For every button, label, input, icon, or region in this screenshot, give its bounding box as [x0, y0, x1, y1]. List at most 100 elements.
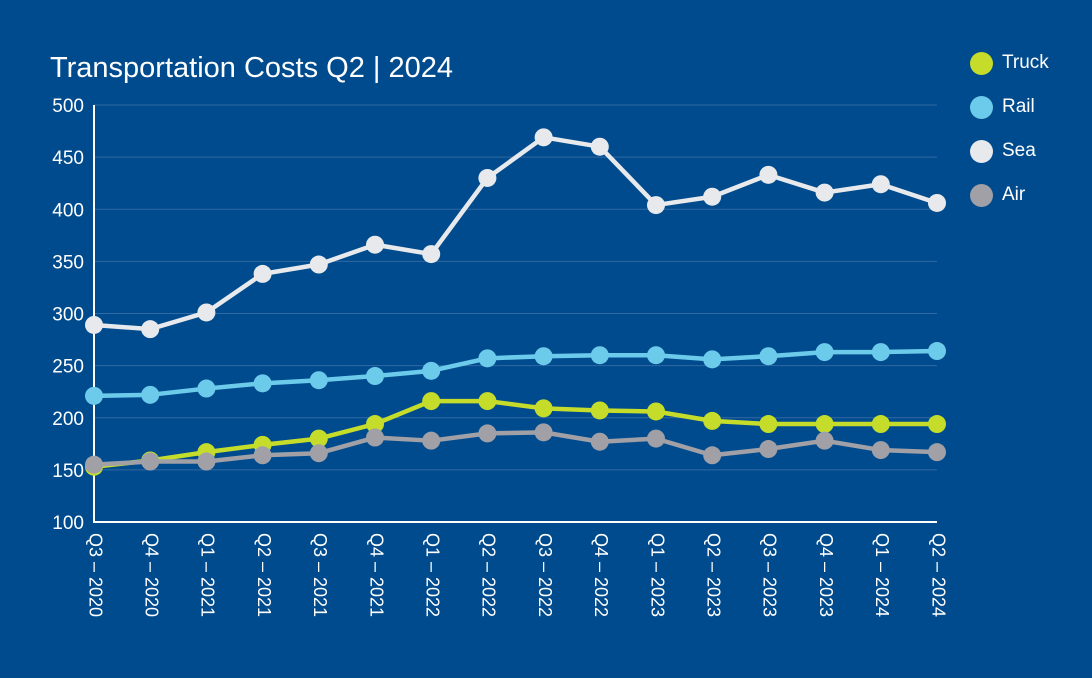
data-point-air [647, 429, 665, 448]
data-point-rail [871, 343, 890, 362]
x-tick-label: Q2 – 2021 [254, 533, 274, 617]
data-point-air [422, 431, 441, 450]
data-point-air [366, 428, 384, 447]
x-tick-label: Q3 – 2020 [85, 533, 105, 617]
legend-label-rail: Rail [1002, 96, 1035, 117]
legend-swatch-sea [970, 140, 993, 163]
data-point-truck [759, 415, 778, 434]
x-tick-label: Q1 – 2021 [198, 533, 218, 617]
data-point-truck [703, 411, 722, 430]
data-point-sea [815, 183, 834, 202]
data-point-rail [197, 379, 216, 398]
x-tick-label: Q1 – 2023 [647, 533, 667, 617]
x-tick-label: Q2 – 2023 [703, 533, 723, 617]
x-tick-label: Q4 – 2020 [141, 533, 161, 617]
data-point-sea [759, 165, 778, 184]
y-tick-label: 400 [52, 200, 84, 221]
data-point-rail [928, 342, 946, 361]
data-point-sea [647, 196, 665, 215]
data-point-sea [197, 303, 216, 322]
data-point-truck [309, 429, 328, 448]
data-point-sea [703, 187, 722, 206]
data-point-sea [590, 137, 609, 156]
x-tick-label: Q3 – 2022 [535, 533, 555, 617]
data-point-sea [422, 245, 441, 264]
data-point-sea [928, 193, 946, 212]
data-point-air [309, 444, 328, 463]
y-tick-label: 300 [52, 305, 84, 326]
y-tick-label: 350 [52, 252, 84, 273]
data-point-air [759, 440, 778, 459]
data-point-sea [253, 264, 272, 283]
data-point-sea [85, 315, 103, 334]
data-point-truck [928, 415, 946, 434]
series-line-air [91, 430, 940, 467]
data-point-rail [141, 385, 160, 404]
legend-label-truck: Truck [1002, 52, 1049, 73]
data-point-truck [590, 401, 609, 420]
y-tick-label: 450 [52, 148, 84, 169]
legend-swatch-rail [970, 96, 993, 119]
x-tick-label: Q2 – 2022 [479, 533, 499, 617]
data-point-air [871, 441, 890, 460]
series-line-rail [91, 348, 940, 399]
data-point-rail [253, 374, 272, 393]
x-tick-label: Q1 – 2022 [422, 533, 442, 617]
data-point-truck [366, 415, 384, 434]
y-tick-label: 150 [52, 461, 84, 482]
data-point-rail [647, 346, 665, 365]
x-tick-label: Q3 – 2023 [760, 533, 780, 617]
data-point-air [534, 423, 553, 442]
series-line-truck [91, 398, 940, 469]
data-point-rail [366, 367, 384, 386]
x-tick-label: Q3 – 2021 [310, 533, 330, 617]
data-point-truck [815, 415, 834, 434]
data-point-sea [366, 235, 384, 254]
series-line-sea [91, 135, 940, 332]
y-tick-label: 500 [52, 96, 84, 117]
data-point-air [197, 452, 216, 471]
data-point-air [703, 446, 722, 465]
data-point-rail [815, 343, 834, 362]
data-point-rail [590, 346, 609, 365]
chart-title: Transportation Costs Q2 | 2024 [50, 52, 453, 84]
data-point-sea [141, 320, 160, 339]
data-point-air [141, 452, 160, 471]
data-point-truck [534, 399, 553, 418]
x-tick-label: Q1 – 2024 [872, 533, 892, 617]
data-point-truck [647, 402, 665, 421]
data-point-sea [309, 255, 328, 274]
data-point-truck [478, 392, 497, 411]
y-tick-label: 250 [52, 357, 84, 378]
legend-swatch-air [970, 184, 993, 207]
data-point-air [590, 432, 609, 451]
data-point-truck [871, 415, 890, 434]
legend-label-sea: Sea [1002, 140, 1036, 161]
data-point-air [253, 446, 272, 465]
x-tick-label: Q2 – 2024 [928, 533, 948, 617]
data-point-rail [703, 350, 722, 369]
data-point-air [815, 431, 834, 450]
data-point-air [85, 455, 103, 474]
y-tick-label: 100 [52, 513, 84, 534]
x-tick-label: Q4 – 2022 [591, 533, 611, 617]
data-point-rail [309, 371, 328, 390]
data-point-air [928, 443, 946, 462]
data-point-rail [478, 349, 497, 368]
data-point-sea [871, 175, 890, 194]
data-point-sea [478, 168, 497, 187]
data-point-sea [534, 128, 553, 147]
data-point-rail [422, 361, 441, 380]
legend-label-air: Air [1002, 184, 1026, 205]
x-tick-label: Q4 – 2023 [816, 533, 836, 617]
y-tick-label: 200 [52, 409, 84, 430]
data-point-rail [759, 347, 778, 366]
data-point-rail [534, 347, 553, 366]
data-point-air [478, 424, 497, 443]
data-point-truck [422, 392, 441, 411]
x-tick-label: Q4 – 2021 [366, 533, 386, 617]
legend-swatch-truck [970, 52, 993, 75]
data-point-rail [85, 386, 103, 405]
